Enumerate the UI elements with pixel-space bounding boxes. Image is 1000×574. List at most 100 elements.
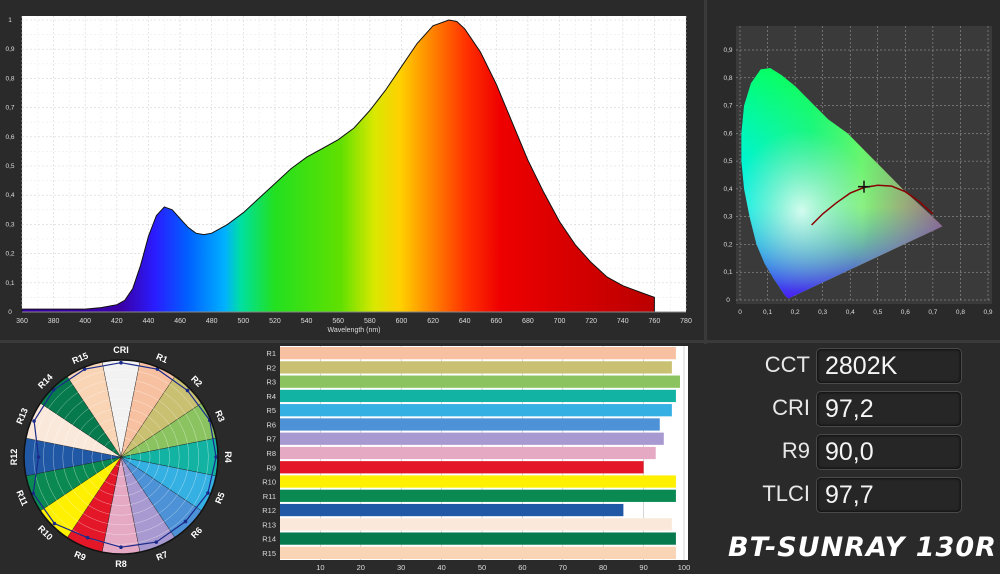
cie-x-ticks: 0 0,1 0,2 0,3 0,4 0,5 0,6 0,7 0,8 0,9 xyxy=(738,309,993,316)
brand-label: BT-SUNRAY 130R xyxy=(728,532,997,563)
cie-x-tick-label: 0,6 xyxy=(901,309,910,316)
spectrum-x-tick-label: 440 xyxy=(143,318,155,325)
spectrum-x-tick-label: 500 xyxy=(237,318,249,325)
bars-x-tick-label: 20 xyxy=(357,563,365,572)
bar-category-label: R8 xyxy=(266,449,276,458)
cie-y-tick-label: 0,5 xyxy=(723,158,732,165)
metric-cri: CRI 97,2 xyxy=(752,391,962,427)
spectrum-x-tick-label: 380 xyxy=(48,318,60,325)
spectrum-x-tick-label: 480 xyxy=(206,318,218,325)
bar xyxy=(280,518,672,531)
bar xyxy=(280,503,624,517)
polar-grid xyxy=(33,369,209,545)
polar-point xyxy=(32,419,36,423)
cie-y-tick-label: 0,9 xyxy=(723,47,732,54)
bar-category-label: R2 xyxy=(266,363,276,372)
spectrum-x-tick-label: 460 xyxy=(174,318,186,325)
bars-x-tick-label: 70 xyxy=(559,563,567,572)
polar-label: R4 xyxy=(223,451,233,463)
polar-gridring xyxy=(81,417,161,497)
cie-y-tick-label: 0,7 xyxy=(723,103,732,110)
cie-x-tick-label: 0,4 xyxy=(846,309,855,316)
spectrum-x-tick-label: 540 xyxy=(301,318,313,325)
spectrum-x-tick-label: 780 xyxy=(680,318,692,325)
bar xyxy=(280,532,676,545)
metric-tlci: TLCI 97,7 xyxy=(752,477,962,513)
spectrum-x-tick-label: 580 xyxy=(364,318,376,325)
bar xyxy=(280,418,660,431)
spectrum-x-tick-label: 720 xyxy=(585,318,597,325)
metric-value-box: 90,0 xyxy=(816,434,962,470)
bar-category-label: R9 xyxy=(266,463,276,472)
spectrum-x-tick-label: 700 xyxy=(554,318,566,325)
polar-point xyxy=(85,535,90,540)
spectrum-y-tick-label: 0,3 xyxy=(5,221,14,228)
polar-gridring xyxy=(62,398,180,516)
spectrum-x-tick-label: 400 xyxy=(79,318,91,325)
spectrum-x-tick-label: 560 xyxy=(332,318,344,325)
spectrum-x-tick-label: 520 xyxy=(269,318,281,325)
polar-gridring xyxy=(52,388,190,526)
spectrum-x-tick-label: 740 xyxy=(617,318,629,325)
polar-point xyxy=(206,491,210,495)
bar xyxy=(280,389,676,403)
polar-label: R5 xyxy=(213,491,227,505)
metric-label: CRI xyxy=(772,395,810,420)
bar-category-label: R14 xyxy=(262,535,276,544)
bar-category-label: R10 xyxy=(262,478,276,487)
cie-white-region xyxy=(741,68,943,299)
bars-x-tick-label: 90 xyxy=(639,563,647,572)
bar xyxy=(280,489,676,502)
polar-label: R7 xyxy=(155,549,169,563)
spectrum-y-tick-label: 0,7 xyxy=(5,105,14,112)
polar-gridring xyxy=(72,408,170,506)
polar-point xyxy=(185,388,190,393)
spectrum-x-tick-label: 660 xyxy=(490,318,502,325)
spectrum-x-tick-label: 420 xyxy=(111,318,123,325)
spectrum-y-ticks: 0 0,1 0,2 0,3 0,4 0,5 0,6 0,7 0,8 0,9 1 xyxy=(5,17,14,316)
metric-value-box: 97,7 xyxy=(816,477,962,513)
metric-value: 97,2 xyxy=(825,395,874,423)
spectrum-y-tick-label: 0,1 xyxy=(5,280,14,287)
planckian-locus xyxy=(811,184,934,226)
bar xyxy=(280,404,672,417)
cie-x-tick-label: 0,8 xyxy=(956,309,965,316)
polar-point xyxy=(119,360,123,365)
cie-x-tick-label: 0,2 xyxy=(791,309,800,316)
bar xyxy=(280,446,656,460)
cie-x-tick-label: 0,5 xyxy=(873,309,882,316)
r-values-bar-chart: R1 R2 R3 R4 R5 R6 R7 R8 R9 R10 R11 R12 R13 R14 R15 10 2… xyxy=(262,346,691,572)
bar xyxy=(280,347,676,360)
cie-y-tick-label: 0,2 xyxy=(723,241,732,248)
cie-x-tick-label: 0,3 xyxy=(818,309,827,316)
polar-label: R8 xyxy=(115,559,127,569)
bar xyxy=(280,461,644,474)
spectrum-x-tick-label: 620 xyxy=(427,318,439,325)
metric-label: R9 xyxy=(781,438,810,463)
bar xyxy=(280,546,676,559)
metric-value: 90,0 xyxy=(825,438,874,466)
metric-value-box: 2802K xyxy=(816,348,962,384)
metric-cct: CCT 2802K xyxy=(752,348,962,384)
cie-y-ticks: 0 0,1 0,2 0,3 0,4 0,5 0,6 0,7 0,8 0,9 xyxy=(723,47,732,304)
spectrum-y-tick-label: 0,9 xyxy=(5,46,14,53)
polar-gridring xyxy=(101,437,141,477)
cie-x-tick-label: 0,7 xyxy=(928,309,937,316)
cie-y-tick-label: 0,6 xyxy=(723,130,732,137)
bars-x-tick-label: 100 xyxy=(678,563,691,572)
bar xyxy=(280,361,672,374)
cie-x-tick-label: 0,1 xyxy=(763,309,772,316)
spectrum-x-ticks: 360 380 400 420 440 460 480 500 520 540 560 580 600 6… xyxy=(16,318,692,325)
polar-outline xyxy=(23,359,219,555)
spectrum-y-tick-label: 0 xyxy=(8,309,12,316)
cie-chart: 0 0,1 0,2 0,3 0,4 0,5 0,6 0,7 0,8 0,9 00,10,20,30… xyxy=(723,26,993,316)
bars xyxy=(280,347,680,559)
bar-category-label: R11 xyxy=(263,492,276,501)
polar-label: R12 xyxy=(9,449,19,466)
metric-value: 97,7 xyxy=(825,481,874,509)
polar-gridring xyxy=(111,447,131,467)
polar-gridring xyxy=(43,379,199,535)
polar-gridring xyxy=(91,427,151,487)
spectrum-y-tick-label: 0,6 xyxy=(5,134,14,141)
polar-point xyxy=(82,367,87,371)
